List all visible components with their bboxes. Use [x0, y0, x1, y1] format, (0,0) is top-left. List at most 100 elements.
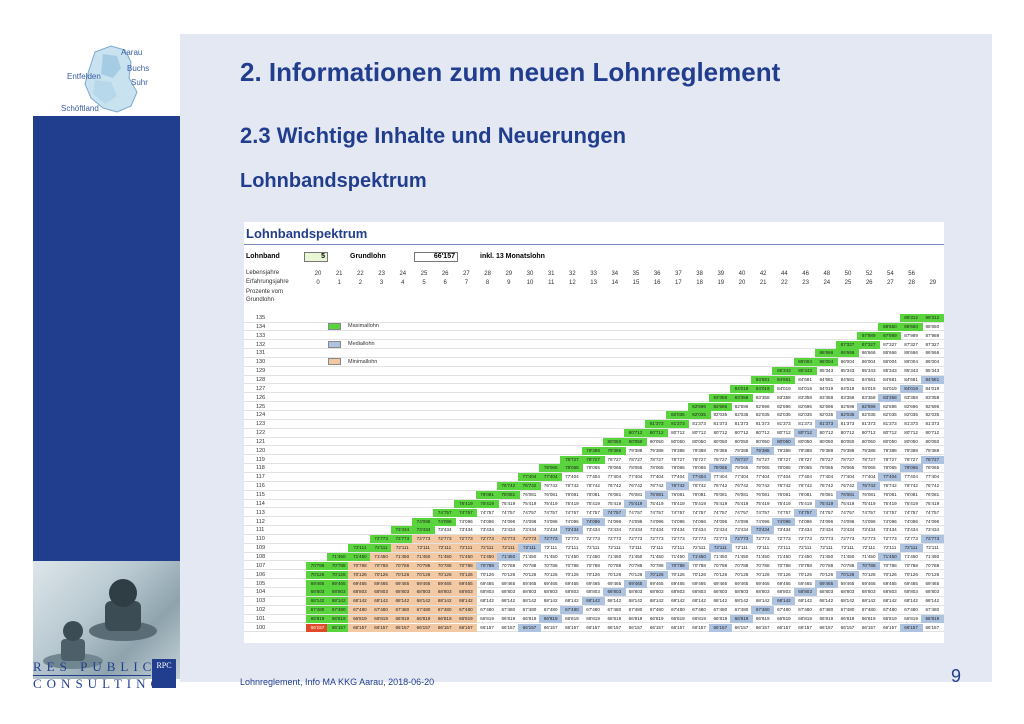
band-cell: 69'465: [777, 580, 791, 586]
band-cell: 69'465: [586, 580, 600, 586]
band-cell: 74'096: [883, 518, 897, 524]
band-cell: 85'343: [904, 368, 918, 374]
experience-header-cell: 16: [653, 280, 661, 286]
band-cell: 76'742: [798, 483, 812, 489]
age-header-cell: 23: [378, 271, 385, 277]
band-cell: 68'142: [306, 597, 329, 606]
band-cell: 80'712: [883, 430, 897, 436]
band-cell: 84'681: [920, 375, 944, 384]
band-cell: 70'788: [433, 561, 457, 570]
band-cell: 66'819: [861, 615, 876, 621]
age-header-cell: 39: [717, 271, 725, 277]
table-row: 104 68'803 68'803 68'803 68'803 68'803 68'803 6…: [244, 588, 944, 597]
band-cell: 81'373: [777, 421, 791, 427]
band-cell: 66'157: [586, 624, 600, 630]
band-cell: 76'081: [496, 491, 520, 499]
band-cell: 68'803: [433, 588, 457, 597]
band-number: 100: [256, 624, 266, 631]
band-cell: 70'788: [649, 562, 664, 568]
band-cell: 67'480: [904, 607, 918, 613]
band-cell: 73'434: [649, 527, 664, 533]
band-cell: 76'081: [692, 492, 706, 497]
band-cell: 71'450: [904, 553, 918, 559]
band-cell: 70'126: [480, 571, 494, 577]
map-label-buchs: Buchs: [127, 64, 150, 73]
band-number: 102: [256, 607, 266, 614]
experience-header-cell: 23: [802, 280, 809, 286]
age-header-cell: 25: [420, 271, 428, 277]
band-cell: 73'434: [480, 527, 494, 533]
band-cell: 70'126: [522, 571, 537, 577]
band-cell: 71'450: [755, 553, 770, 559]
experience-header-cell: 18: [696, 280, 703, 286]
band-cell: 72'111: [348, 544, 372, 553]
band-cell: 85'343: [819, 368, 834, 374]
band-cell: 67'480: [751, 606, 775, 615]
band-cell: 87'327: [836, 340, 859, 349]
band-cell: 70'126: [925, 571, 940, 577]
band-cell: 68'142: [861, 598, 876, 604]
band-cell: 74'096: [412, 517, 435, 526]
band-cell: 74'757: [793, 508, 817, 517]
experience-header-cell: 10: [526, 280, 534, 286]
table-row: 101 66'819 66'819 66'819 66'819 66'819 66'819 6…: [244, 614, 944, 624]
band-cell: 79'388: [713, 447, 728, 453]
band-cell: 68'803: [904, 589, 918, 595]
band-cell: 69'465: [565, 580, 579, 586]
band-cell: 69'465: [306, 579, 329, 588]
table-row: 121 80'050 80'050 80'050 80'050 80'050 80'050 8…: [244, 437, 944, 447]
legend-label: Minimallohn: [348, 358, 378, 365]
band-cell: 66'819: [840, 615, 855, 621]
band-cell: 69'465: [501, 580, 516, 586]
band-cell: 78'727: [730, 455, 753, 464]
age-header-cell: 24: [399, 271, 407, 277]
age-row-label: Lebensjahre: [246, 270, 280, 276]
band-cell: 75'419: [522, 500, 537, 506]
age-header-cell: 40: [738, 271, 746, 277]
band-cell: 73'434: [840, 527, 855, 533]
age-header-cell: 20: [314, 271, 322, 277]
band-cell: 72'773: [861, 536, 876, 542]
band-cell: 70'126: [369, 570, 393, 579]
band-cell: 68'803: [480, 589, 494, 595]
band-cell: 85'343: [772, 367, 796, 376]
band-cell: 73'434: [671, 527, 685, 533]
band-cell: 78'065: [560, 464, 584, 473]
band-cell: 84'019: [840, 385, 855, 391]
band-cell: 72'111: [565, 545, 579, 551]
band-cell: 84'019: [861, 385, 876, 391]
footer-logo-rule: [33, 675, 151, 676]
band-cell: 89'312: [899, 314, 923, 322]
band-cell: 80'712: [645, 429, 669, 438]
band-cell: 82'035: [904, 412, 918, 418]
age-header-cell: 29: [505, 271, 513, 277]
band-cell: 72'773: [730, 535, 753, 544]
band-cell: 79'388: [798, 447, 812, 453]
band-cell: 66'157: [925, 624, 940, 630]
band-cell: 79'388: [777, 447, 791, 453]
table-row: 118 78'065 78'065 78'065 78'065 78'065 78'065 7…: [244, 464, 944, 473]
band-cell: 86'666: [836, 349, 859, 358]
band-cell: 81'373: [814, 420, 838, 429]
band-cell: 79'388: [751, 446, 775, 455]
band-cell: 82'035: [925, 412, 940, 418]
band-number: 116: [256, 483, 265, 490]
band-cell: 72'111: [650, 545, 664, 551]
band-cell: 75'419: [777, 500, 791, 506]
page-subtitle: 2.3 Wichtige Inhalte und Neuerungen: [240, 123, 627, 148]
band-cell: 68'142: [628, 598, 643, 604]
band-cell: 67'480: [819, 607, 834, 613]
band-cell: 74'096: [607, 518, 622, 524]
experience-header-cell: 1: [337, 280, 341, 286]
band-cell: 70'788: [501, 562, 516, 568]
band-cell: 66'157: [390, 623, 414, 632]
band-cell: 84'681: [840, 376, 855, 382]
band-cell: 80'050: [925, 438, 940, 444]
band-cell: 68'803: [755, 589, 770, 595]
band-cell: 68'142: [904, 598, 918, 604]
band-cell: 72'773: [883, 536, 897, 542]
table-row: 117 77'404 77'404 77'404 77'404 77'404 77'404 7…: [244, 473, 944, 482]
lohnband-value[interactable]: 5: [304, 252, 328, 262]
band-cell: 72'111: [735, 545, 748, 551]
experience-row-label: Erfahrungsjahre: [246, 279, 289, 285]
